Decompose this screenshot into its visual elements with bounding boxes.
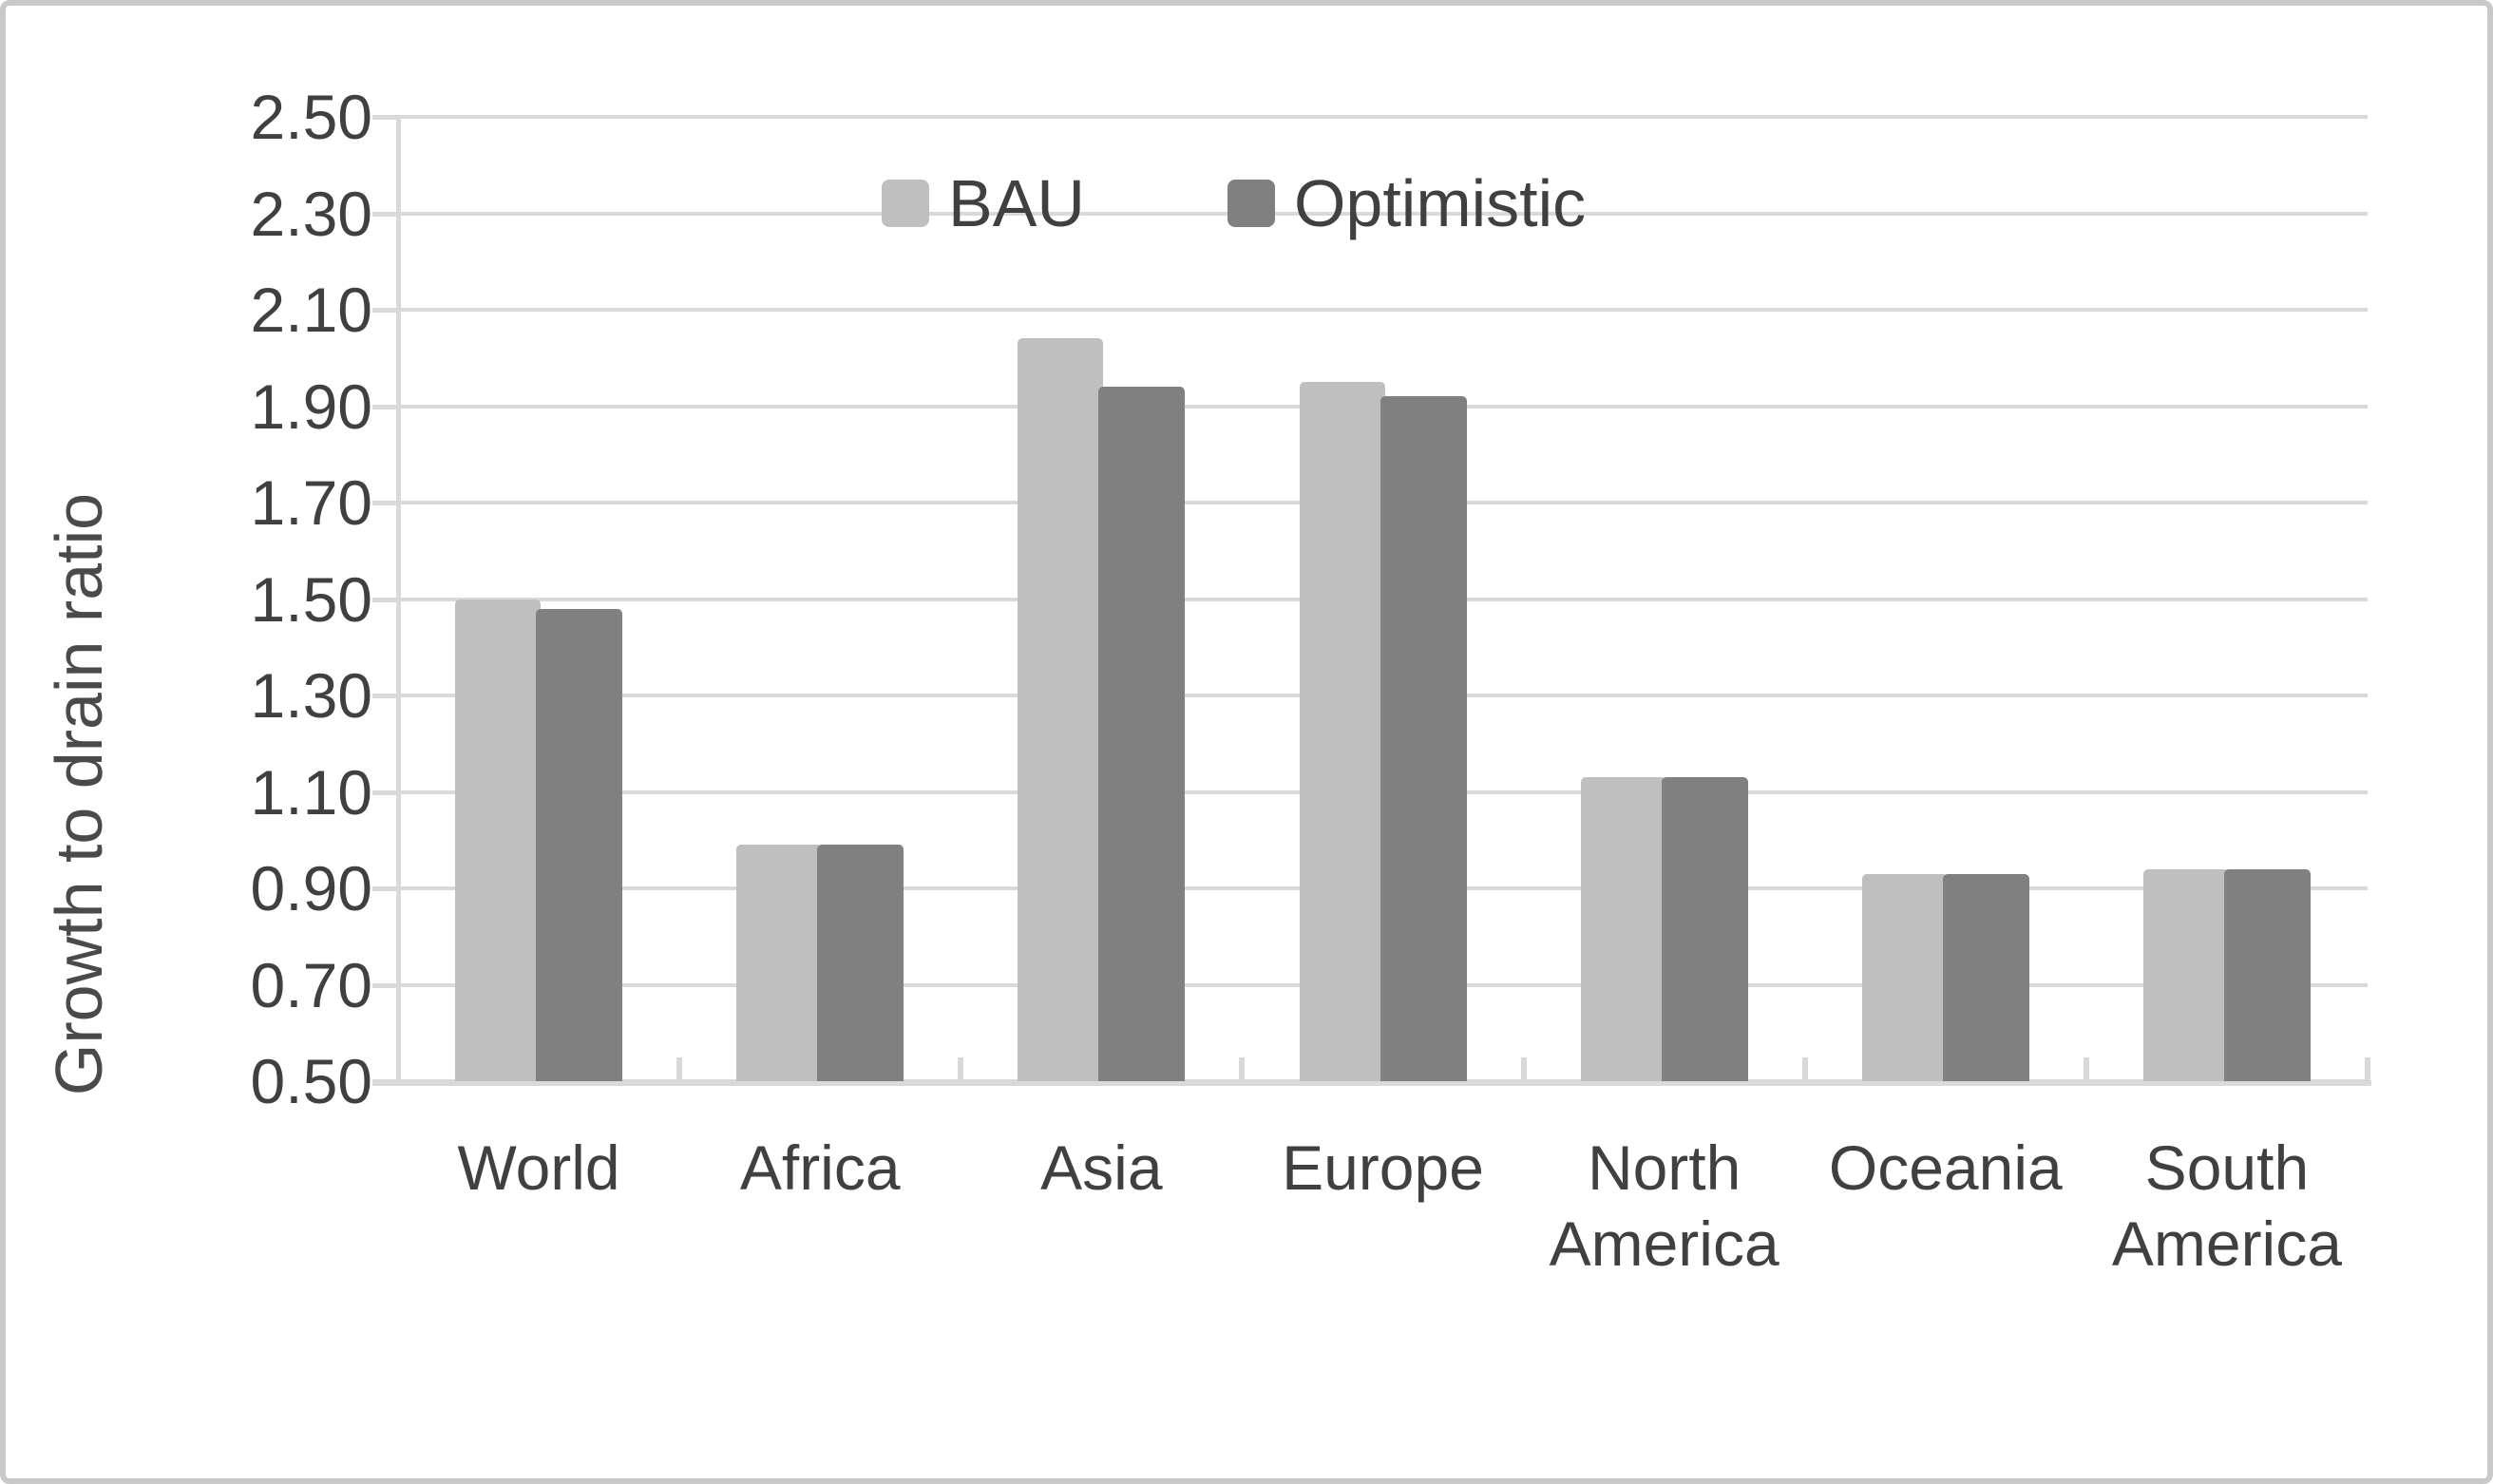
bar-bau xyxy=(1861,873,1948,1081)
y-axis-tick xyxy=(372,982,398,988)
bar-bau xyxy=(736,845,823,1081)
y-axis-tick xyxy=(372,790,398,795)
y-tick-label: 1.90 xyxy=(250,371,372,442)
bar-optimistic xyxy=(1380,396,1467,1081)
y-axis-tick xyxy=(372,597,398,602)
x-axis-tick xyxy=(676,1057,683,1081)
y-tick-label: 2.30 xyxy=(250,178,372,249)
y-axis-tick xyxy=(372,501,398,505)
legend-swatch-bau xyxy=(882,180,929,227)
y-axis-tick xyxy=(372,211,398,217)
bar-optimistic xyxy=(2223,868,2311,1081)
bar-bau xyxy=(2142,868,2229,1081)
y-tick-label: 1.30 xyxy=(250,660,372,731)
y-gridline xyxy=(398,115,2368,119)
y-axis-tick xyxy=(372,115,398,120)
x-axis-tick xyxy=(958,1057,964,1081)
bar-optimistic xyxy=(536,608,623,1081)
x-category-label: World xyxy=(457,1132,620,1203)
bar-bau xyxy=(1018,338,1104,1081)
y-axis-title: Growth to drain ratio xyxy=(42,492,116,1096)
y-axis-tick xyxy=(372,404,398,409)
x-category-label: Oceania xyxy=(1828,1132,2063,1203)
legend-swatch-optimistic xyxy=(1227,180,1275,227)
y-tick-label: 2.10 xyxy=(250,275,372,345)
x-axis-line xyxy=(372,1080,2371,1086)
bar-bau xyxy=(1580,777,1666,1081)
bar-bau xyxy=(455,599,542,1081)
bar-bau xyxy=(1299,382,1385,1081)
x-axis-tick xyxy=(1520,1057,1527,1081)
x-category-label: South America xyxy=(2111,1132,2342,1279)
x-category-label: Africa xyxy=(739,1132,901,1203)
labels-layer: 0.50 0.70 0.90 1.10 1.30 1.50 1.70 1.90 2.10 2.30… xyxy=(6,6,2487,1478)
x-axis-tick xyxy=(2365,1057,2370,1081)
y-tick-label: 1.10 xyxy=(250,756,372,828)
legend-label-bau: BAU xyxy=(948,166,1085,240)
bar-optimistic xyxy=(1098,387,1186,1081)
y-gridline xyxy=(398,308,2368,312)
x-axis-tick xyxy=(1801,1057,1808,1081)
x-axis-tick xyxy=(2083,1057,2089,1081)
bar-optimistic xyxy=(1942,873,2029,1081)
y-tick-label: 0.50 xyxy=(250,1046,372,1116)
y-tick-label: 2.50 xyxy=(250,82,372,152)
y-axis-tick xyxy=(372,694,398,698)
y-tick-label: 1.50 xyxy=(250,563,372,635)
x-category-label: Europe xyxy=(1282,1132,1484,1203)
bar-optimistic xyxy=(1661,777,1748,1081)
y-axis-tick xyxy=(372,886,398,891)
x-category-label: North America xyxy=(1549,1132,1779,1279)
legend-label-optimistic: Optimistic xyxy=(1293,166,1587,240)
y-tick-label: 1.70 xyxy=(250,467,372,538)
y-tick-label: 0.70 xyxy=(250,949,372,1020)
x-axis-tick xyxy=(1239,1057,1246,1081)
y-axis-tick xyxy=(372,308,398,313)
y-gridline xyxy=(398,211,2368,216)
y-axis-line xyxy=(396,117,401,1081)
bars-layer xyxy=(6,6,2487,1478)
x-category-label: Asia xyxy=(1040,1132,1163,1203)
legend: BAU Optimistic xyxy=(882,166,1587,240)
y-tick-label: 0.90 xyxy=(250,853,372,923)
bar-optimistic xyxy=(817,845,904,1081)
